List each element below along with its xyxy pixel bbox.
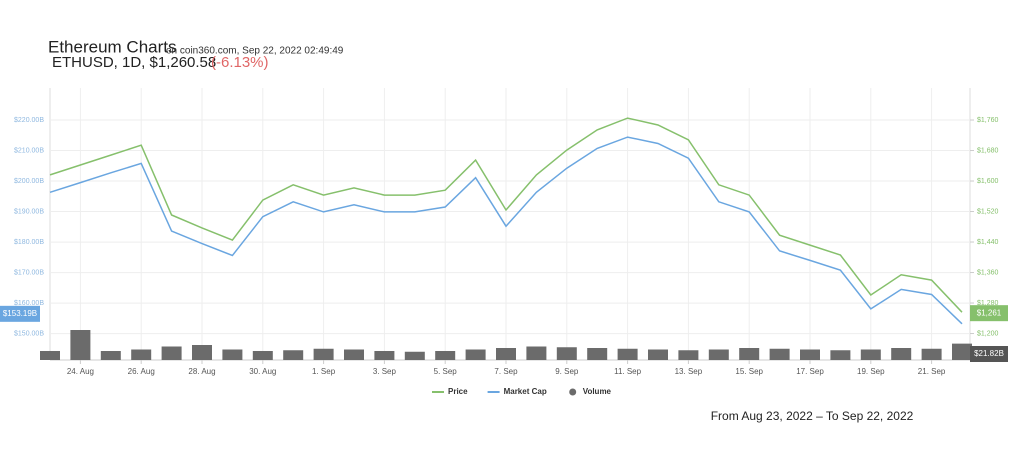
- legend-marker: [569, 388, 577, 396]
- x-tick-label: 21. Sep: [918, 367, 946, 376]
- y-tick-label: $220.00B: [14, 117, 44, 124]
- price-badge: $1,261: [977, 308, 1002, 317]
- volume-badge-box: [970, 346, 1008, 362]
- volume-bar: [344, 349, 364, 360]
- x-tick-label: 13. Sep: [675, 367, 703, 376]
- legend-label: Volume: [583, 387, 612, 396]
- x-tick-label: 3. Sep: [373, 367, 397, 376]
- line-series: [49, 117, 963, 313]
- price-badge-box: [970, 305, 1008, 322]
- volume-bar: [465, 349, 486, 360]
- x-tick-label: 5. Sep: [434, 367, 458, 376]
- volume-bar: [587, 348, 608, 360]
- volume-bar: [222, 349, 243, 360]
- volume-bar: [496, 348, 516, 360]
- volume-bar: [283, 350, 304, 360]
- volume-bar: [70, 330, 91, 360]
- volume-badge: $21.82B: [974, 349, 1004, 358]
- volume-bar: [860, 349, 881, 360]
- x-tick-label: 9. Sep: [555, 367, 579, 376]
- y2-tick-label: $1,280: [977, 300, 999, 307]
- volume-bar: [830, 350, 851, 360]
- x-tick-label: 19. Sep: [857, 367, 885, 376]
- x-tick-label: 24. Aug: [67, 367, 94, 376]
- line-series: [49, 136, 963, 325]
- y2-tick-label: $1,680: [977, 147, 999, 154]
- y2-tick-label: $1,520: [977, 208, 999, 215]
- volume-bar: [708, 349, 729, 360]
- y-tick-label: $200.00B: [14, 178, 44, 185]
- y-tick-label: $190.00B: [14, 208, 44, 215]
- volume-bar: [648, 349, 668, 360]
- x-tick-label: 30. Aug: [249, 367, 276, 376]
- y2-tick-label: $1,200: [977, 330, 999, 337]
- y2-tick-label: $1,440: [977, 239, 999, 246]
- chart-title: Ethereum Charts: [48, 37, 177, 56]
- volume-bar: [800, 349, 820, 360]
- chart-subtitle: on coin360.com, Sep 22, 2022 02:49:49: [166, 46, 344, 57]
- x-tick-label: 17. Sep: [796, 367, 824, 376]
- y2-tick-label: $1,360: [977, 269, 999, 276]
- volume-bar: [739, 348, 760, 360]
- x-tick-label: 28. Aug: [188, 367, 215, 376]
- y-tick-label: $170.00B: [14, 269, 44, 276]
- x-tick-label: 26. Aug: [128, 367, 155, 376]
- price-change: (-6.13%): [211, 54, 269, 71]
- volume-bar: [404, 351, 425, 360]
- volume-bar: [556, 347, 577, 360]
- date-range: From Aug 23, 2022 – To Sep 22, 2022: [711, 409, 914, 423]
- y-tick-label: $150.00B: [14, 330, 44, 337]
- volume-bar: [252, 351, 273, 360]
- volume-bar: [374, 351, 395, 360]
- symbol-line: ETHUSD, 1D, $1,260.58: [52, 54, 216, 71]
- x-tick-label: 15. Sep: [735, 367, 763, 376]
- y2-tick-label: $1,760: [977, 117, 999, 124]
- market-cap-badge-box: [0, 305, 40, 322]
- y-tick-label: $180.00B: [14, 239, 44, 246]
- market-cap-badge: $153.19B: [3, 309, 37, 318]
- volume-bar: [435, 351, 456, 360]
- volume-bar: [952, 343, 972, 360]
- volume-bar: [617, 348, 638, 360]
- x-tick-label: 7. Sep: [494, 367, 518, 376]
- volume-bar: [131, 349, 152, 360]
- volume-bar: [891, 348, 912, 360]
- legend-label: Price: [448, 387, 468, 396]
- volume-bar: [40, 351, 60, 360]
- x-tick-label: 1. Sep: [312, 367, 336, 376]
- volume-bar: [526, 346, 547, 360]
- volume-bar: [161, 346, 182, 360]
- y2-tick-label: $1,600: [977, 178, 999, 185]
- volume-bar: [100, 351, 121, 360]
- legend-label: Market Cap: [504, 387, 547, 396]
- x-tick-label: 11. Sep: [614, 367, 642, 376]
- volume-bar: [313, 348, 334, 360]
- volume-bar: [921, 348, 942, 360]
- y-tick-label: $160.00B: [14, 300, 44, 307]
- volume-bar: [769, 348, 790, 360]
- volume-bar: [678, 350, 699, 360]
- volume-bar: [192, 345, 212, 360]
- y-tick-label: $210.00B: [14, 147, 44, 154]
